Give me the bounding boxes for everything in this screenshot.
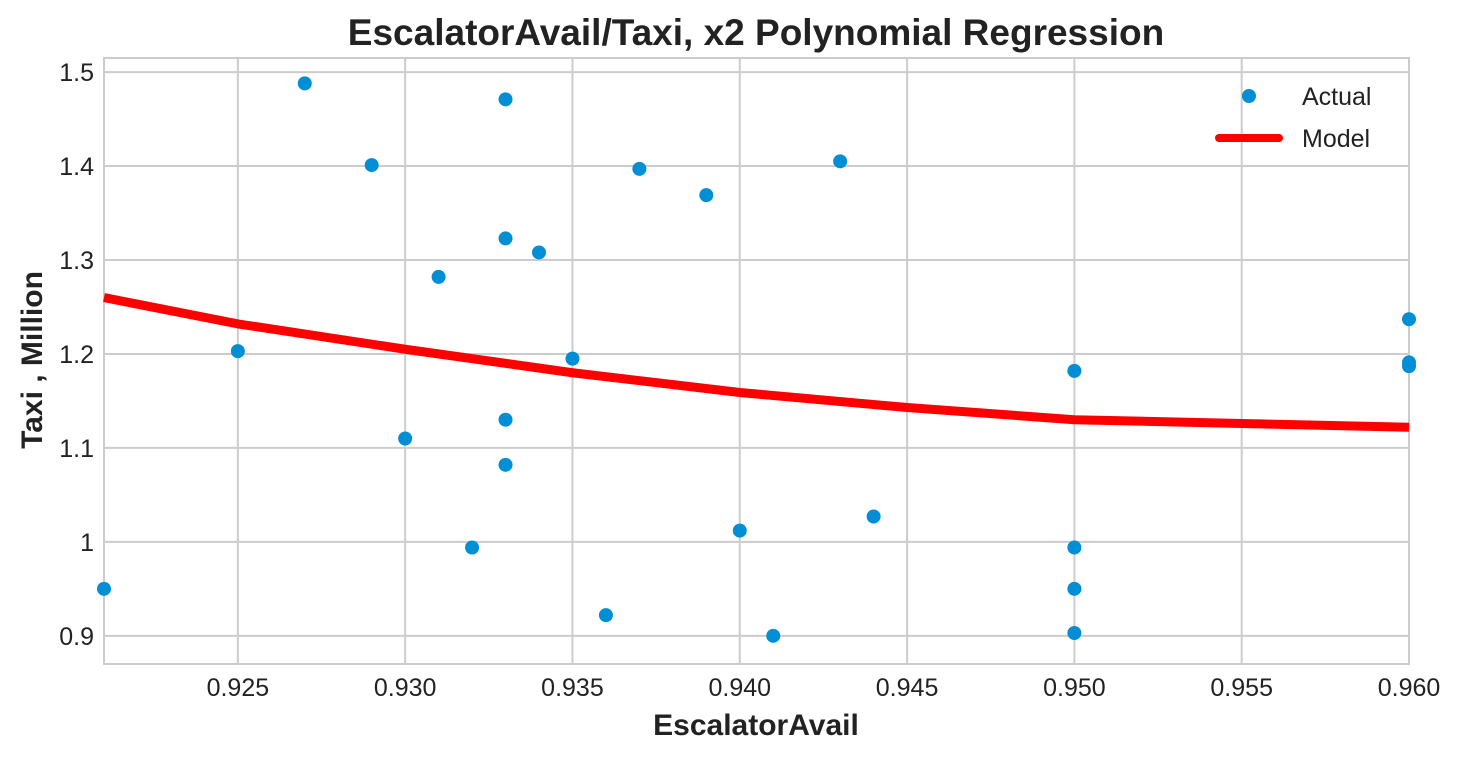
actual-point xyxy=(598,608,613,623)
actual-point xyxy=(1067,540,1082,555)
actual-point xyxy=(498,92,513,107)
x-tick-label: 0.935 xyxy=(541,674,604,702)
x-tick-label: 0.950 xyxy=(1043,674,1106,702)
x-tick-label: 0.940 xyxy=(708,674,771,702)
actual-point xyxy=(866,509,881,524)
chart-title: EscalatorAvail/Taxi, x2 Polynomial Regre… xyxy=(348,12,1164,53)
actual-point xyxy=(1067,581,1082,596)
actual-point xyxy=(498,457,513,472)
y-axis-label: Taxi , Million xyxy=(16,271,49,449)
actual-point xyxy=(431,269,446,284)
y-tick-label: 1.1 xyxy=(59,435,94,463)
actual-point xyxy=(498,412,513,427)
y-tick-label: 1.4 xyxy=(59,153,94,181)
legend-model-label: Model xyxy=(1302,125,1370,153)
actual-point xyxy=(1067,625,1082,640)
actual-series xyxy=(97,76,1416,643)
x-tick-label: 0.930 xyxy=(374,674,437,702)
y-tick-label: 1.5 xyxy=(59,59,94,87)
actual-point xyxy=(498,231,513,246)
y-tick-label: 0.9 xyxy=(59,623,94,651)
actual-point xyxy=(1402,359,1416,374)
legend-actual-marker xyxy=(1242,89,1256,103)
actual-point xyxy=(364,158,379,173)
y-tick-label: 1.3 xyxy=(59,247,94,275)
legend-actual-label: Actual xyxy=(1302,83,1371,111)
y-tick-label: 1.2 xyxy=(59,341,94,369)
actual-point xyxy=(1067,363,1082,378)
actual-point xyxy=(398,431,413,446)
actual-point xyxy=(833,154,848,169)
actual-point xyxy=(97,581,111,596)
x-tick-label: 0.955 xyxy=(1210,674,1273,702)
x-tick-label: 0.945 xyxy=(876,674,939,702)
actual-point xyxy=(532,245,546,260)
legend: Actual Model xyxy=(1215,83,1371,153)
model-series xyxy=(103,293,1410,432)
y-tick-label: 1 xyxy=(80,529,94,557)
x-tick-label: 0.960 xyxy=(1378,674,1441,702)
actual-point xyxy=(565,351,580,366)
actual-point xyxy=(230,344,245,359)
x-axis-label: EscalatorAvail xyxy=(653,709,859,742)
actual-point xyxy=(632,161,647,176)
actual-point xyxy=(297,76,312,91)
actual-point xyxy=(465,540,480,555)
actual-point xyxy=(699,188,714,203)
actual-point xyxy=(1402,312,1416,327)
actual-point xyxy=(732,523,747,538)
actual-point xyxy=(766,628,781,643)
x-tick-label: 0.925 xyxy=(207,674,270,702)
tick-labels: 0.925 0.930 0.935 0.940 0.945 0.950 0.955 0.960… xyxy=(59,59,1440,702)
model-line xyxy=(103,293,1410,432)
